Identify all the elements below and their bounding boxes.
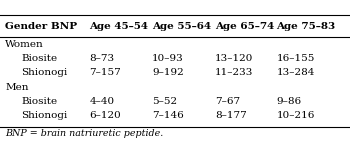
Text: 11–233: 11–233 bbox=[215, 68, 254, 77]
Text: 8–73: 8–73 bbox=[89, 54, 114, 63]
Text: 4–40: 4–40 bbox=[89, 97, 114, 106]
Text: 10–216: 10–216 bbox=[276, 111, 315, 120]
Text: 6–120: 6–120 bbox=[89, 111, 121, 120]
Text: 8–177: 8–177 bbox=[215, 111, 247, 120]
Text: Shionogi: Shionogi bbox=[21, 68, 67, 77]
Text: Age 75–83: Age 75–83 bbox=[276, 22, 336, 31]
Text: 5–52: 5–52 bbox=[152, 97, 177, 106]
Text: 9–192: 9–192 bbox=[152, 68, 184, 77]
Text: 9–86: 9–86 bbox=[276, 97, 302, 106]
Text: 7–157: 7–157 bbox=[89, 68, 121, 77]
Text: Women: Women bbox=[5, 40, 44, 49]
Text: 10–93: 10–93 bbox=[152, 54, 184, 63]
Text: 13–120: 13–120 bbox=[215, 54, 254, 63]
Text: BNP = brain natriuretic peptide.: BNP = brain natriuretic peptide. bbox=[5, 128, 163, 138]
Text: Age 55–64: Age 55–64 bbox=[152, 22, 211, 31]
Text: 13–284: 13–284 bbox=[276, 68, 315, 77]
Text: Age 65–74: Age 65–74 bbox=[215, 22, 274, 31]
Text: 7–67: 7–67 bbox=[215, 97, 240, 106]
Text: 7–146: 7–146 bbox=[152, 111, 184, 120]
Text: Biosite: Biosite bbox=[21, 54, 57, 63]
Text: Age 45–54: Age 45–54 bbox=[89, 22, 148, 31]
Text: Men: Men bbox=[5, 83, 29, 92]
Text: Shionogi: Shionogi bbox=[21, 111, 67, 120]
Text: Gender BNP: Gender BNP bbox=[5, 22, 77, 31]
Text: 16–155: 16–155 bbox=[276, 54, 315, 63]
Text: Biosite: Biosite bbox=[21, 97, 57, 106]
